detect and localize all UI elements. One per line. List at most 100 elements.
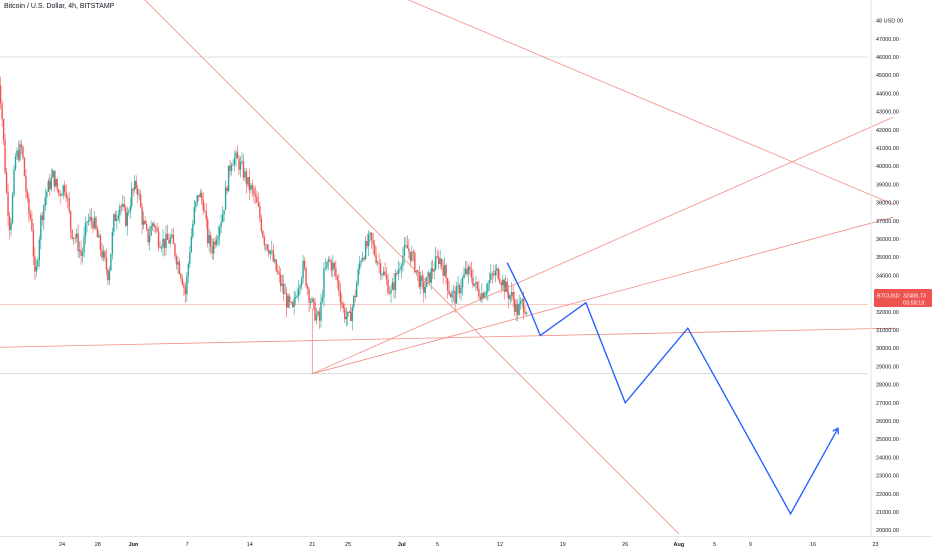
candle-body: [484, 294, 486, 299]
candle-body: [175, 256, 178, 265]
candle-body: [490, 273, 492, 280]
candle: [402, 247, 404, 272]
candle-body: [168, 239, 170, 244]
candle-body: [151, 223, 154, 227]
candle-body: [157, 231, 160, 248]
candle: [291, 301, 294, 309]
candle: [326, 261, 328, 272]
candle: [169, 233, 172, 247]
candle-body: [166, 233, 169, 240]
candle: [265, 243, 267, 252]
candle-body: [338, 280, 340, 291]
candle-body: [75, 233, 78, 238]
price-tick-label: 39000.00: [876, 182, 899, 188]
candle-body: [202, 199, 204, 211]
candle-body: [93, 217, 96, 229]
candle-body: [183, 284, 185, 288]
candle-body: [229, 165, 231, 171]
candle-body: [92, 221, 94, 229]
candle: [411, 245, 413, 263]
candle-body: [457, 285, 459, 287]
candle: [204, 202, 206, 213]
candle: [257, 192, 260, 208]
candle-body: [83, 236, 85, 253]
candle-body: [0, 85, 2, 104]
candle-body: [379, 263, 382, 276]
candle-body: [388, 293, 391, 295]
candle-body: [232, 164, 234, 166]
candle-body: [445, 265, 447, 279]
candle-body: [403, 245, 406, 256]
candle: [479, 293, 482, 302]
price-tick-label: 35000.00: [876, 255, 899, 261]
candle-body: [47, 180, 49, 192]
candle-body: [281, 283, 283, 287]
candle: [344, 303, 346, 324]
candle: [148, 225, 151, 251]
candle: [5, 167, 8, 195]
candle: [96, 225, 99, 238]
candle-body: [359, 262, 361, 270]
price-tick-label: 36000.00: [876, 237, 899, 243]
candle-body: [360, 260, 362, 263]
candle-body: [174, 244, 176, 257]
candle: [269, 250, 272, 260]
candle-body: [156, 227, 158, 232]
candle: [318, 307, 321, 329]
candle: [278, 265, 280, 284]
candle-body: [135, 180, 137, 189]
candle: [390, 284, 392, 304]
price-tick-label: 21000.00: [876, 510, 899, 516]
candle-body: [46, 191, 48, 198]
candle: [271, 241, 273, 256]
candle-body: [90, 216, 93, 222]
time-tick-label: Jun: [129, 542, 139, 548]
candle: [467, 264, 470, 284]
candle: [208, 228, 210, 253]
candle: [63, 180, 66, 197]
candle-body: [125, 207, 127, 226]
candle: [144, 216, 146, 225]
candle-body: [178, 261, 181, 275]
candle: [210, 231, 212, 255]
candle: [184, 282, 187, 304]
candle: [205, 203, 207, 229]
candle-body: [102, 251, 105, 258]
candle-body: [40, 215, 42, 240]
candle-body: [122, 204, 124, 207]
candle: [98, 230, 100, 238]
candle: [372, 232, 374, 254]
candle: [251, 179, 254, 197]
candle-body: [129, 206, 131, 213]
time-tick-label: 16: [810, 542, 816, 548]
candle-body: [350, 311, 352, 322]
candle: [150, 220, 152, 236]
candle: [427, 270, 429, 285]
candle-body: [26, 191, 29, 199]
candle: [19, 139, 21, 163]
candle-body: [62, 185, 64, 196]
candle: [320, 293, 322, 328]
candle-body: [455, 286, 458, 304]
candle: [58, 188, 60, 197]
candle-body: [288, 296, 291, 303]
price-tick-label: 46000.00: [876, 55, 899, 61]
candle: [455, 281, 458, 304]
candle: [120, 203, 123, 213]
horizontal-levels: [0, 56, 868, 375]
candle: [445, 263, 447, 285]
candle-body: [391, 282, 394, 290]
candle: [457, 275, 459, 295]
candle: [497, 267, 499, 281]
candle: [493, 264, 495, 279]
candle: [101, 242, 103, 261]
candle: [1, 100, 3, 127]
candle-body: [269, 250, 272, 254]
candle: [314, 297, 316, 322]
candle: [49, 173, 51, 197]
candle-body: [354, 295, 356, 298]
candle-body: [384, 271, 386, 276]
price-tag-bg: [874, 289, 932, 307]
trendline: [144, 0, 680, 535]
